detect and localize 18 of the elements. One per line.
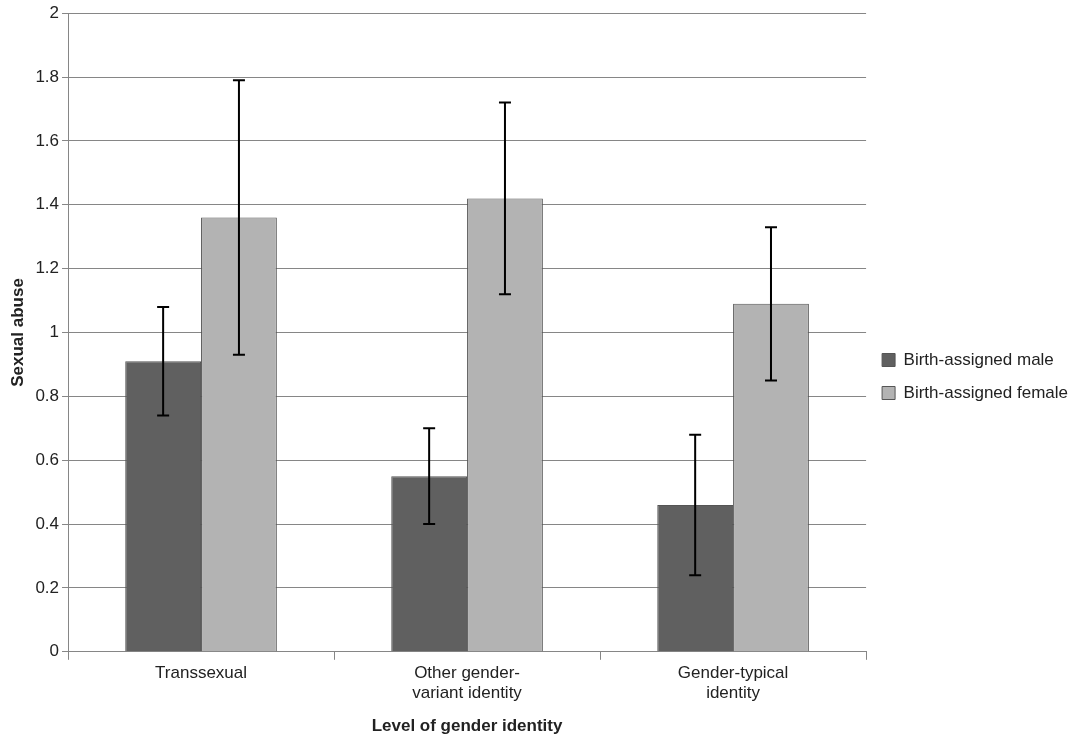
y-tick-label: 0.4 <box>35 513 60 533</box>
x-axis-title: Level of gender identity <box>371 716 564 736</box>
y-tick-label: 1 <box>49 322 60 342</box>
y-tick-label: 0.8 <box>35 386 60 406</box>
y-tick-label: 0.2 <box>35 577 60 597</box>
y-tick-label: 1.6 <box>35 130 60 150</box>
legend-label: Birth-assigned female <box>903 382 1069 402</box>
x-tick-label: Transsexual <box>155 662 248 682</box>
y-tick-label: 1.8 <box>35 66 60 86</box>
legend-label: Birth-assigned male <box>903 349 1054 369</box>
y-axis-title: Sexual abuse <box>7 278 27 387</box>
y-tick-label: 1.4 <box>35 194 60 214</box>
y-tick-label: 0.6 <box>35 449 60 469</box>
y-tick-label: 0 <box>49 641 60 661</box>
y-tick-label: 1.2 <box>35 258 60 278</box>
x-tick-label: Gender-typical identity <box>677 662 789 703</box>
x-tick-label: Other gender-variant identity <box>412 662 523 703</box>
y-tick-label: 2 <box>49 2 60 22</box>
